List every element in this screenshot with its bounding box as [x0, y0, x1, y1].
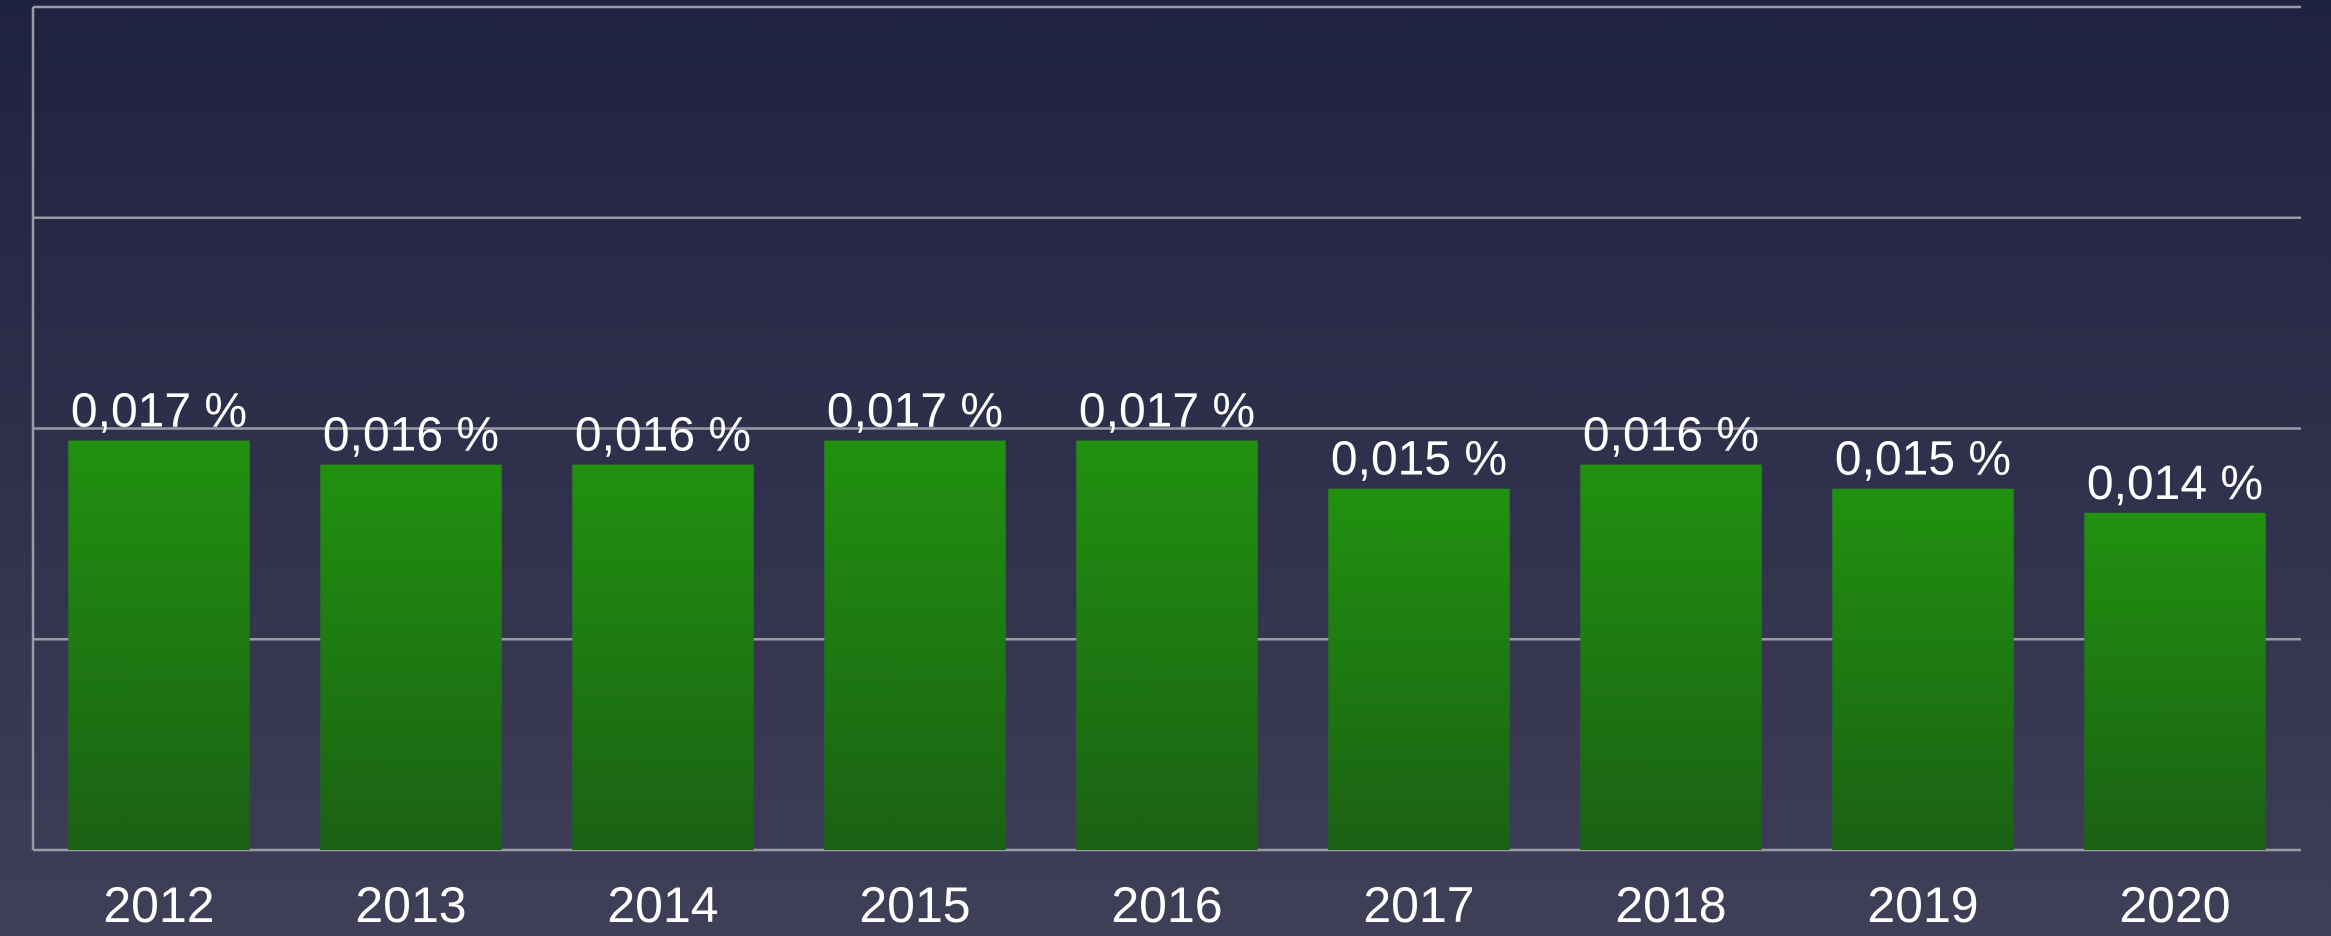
- bar: [320, 464, 502, 850]
- x-tick-label: 2016: [1111, 877, 1222, 933]
- bar: [1832, 488, 2014, 850]
- value-label: 0,014 %: [2087, 457, 2263, 510]
- bar: [1580, 464, 1762, 850]
- value-label: 0,015 %: [1331, 433, 1507, 486]
- x-tick-label: 2014: [607, 877, 718, 933]
- bar: [1328, 488, 1510, 850]
- x-tick-label: 2012: [103, 877, 214, 933]
- value-label: 0,016 %: [1583, 409, 1759, 462]
- bar: [1076, 440, 1258, 850]
- bar: [2084, 512, 2266, 850]
- x-tick-label: 2019: [1867, 877, 1978, 933]
- value-label: 0,017 %: [71, 385, 247, 438]
- x-tick-label: 2013: [355, 877, 466, 933]
- bar: [572, 464, 754, 850]
- x-tick-label: 2015: [859, 877, 970, 933]
- value-label: 0,017 %: [1079, 385, 1255, 438]
- x-tick-label: 2020: [2119, 877, 2230, 933]
- value-label: 0,016 %: [575, 409, 751, 462]
- value-label: 0,017 %: [827, 385, 1003, 438]
- value-label: 0,015 %: [1835, 433, 2011, 486]
- x-tick-label: 2017: [1363, 877, 1474, 933]
- x-tick-label: 2018: [1615, 877, 1726, 933]
- bar: [68, 440, 250, 850]
- value-label: 0,016 %: [323, 409, 499, 462]
- bar: [824, 440, 1006, 850]
